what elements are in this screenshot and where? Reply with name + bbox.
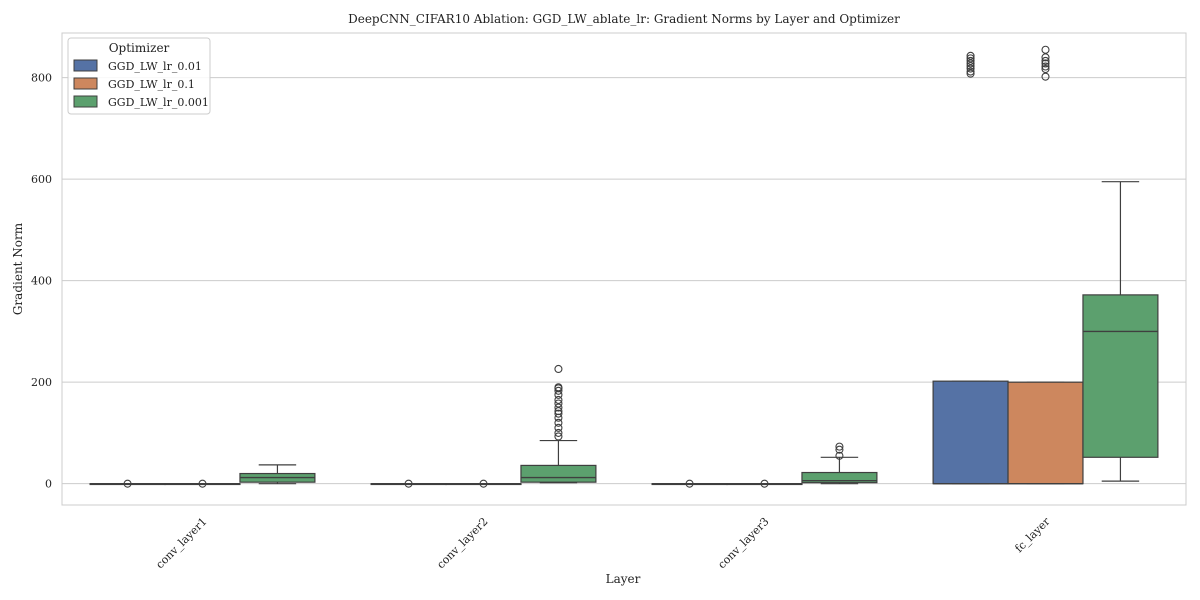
outlier-point xyxy=(123,479,132,488)
outlier-point xyxy=(685,479,694,488)
box-GGD_LW_lr_0.001-conv_layer1 xyxy=(239,464,316,485)
box xyxy=(1082,294,1159,458)
y-tick-label: 600 xyxy=(31,173,52,186)
box-plots xyxy=(89,45,1159,488)
box-GGD_LW_lr_0.001-fc_layer xyxy=(1082,181,1159,482)
outlier-point xyxy=(404,479,413,488)
outlier-point xyxy=(1041,53,1050,62)
legend-swatch xyxy=(73,59,98,72)
y-tick-label: 200 xyxy=(31,376,52,389)
legend: Optimizer GGD_LW_lr_0.01 GGD_LW_lr_0.1 GGD… xyxy=(67,37,211,115)
outlier-point xyxy=(1041,59,1050,68)
outlier-point xyxy=(835,451,844,460)
x-tick-label: fc_layer xyxy=(1012,514,1053,555)
outlier-point xyxy=(554,386,563,395)
box-GGD_LW_lr_0.01-conv_layer2 xyxy=(370,479,447,488)
box-GGD_LW_lr_0.1-conv_layer3 xyxy=(726,479,803,488)
outlier-point xyxy=(835,442,844,451)
outlier-point xyxy=(1041,62,1050,71)
box-GGD_LW_lr_0.001-conv_layer3 xyxy=(801,442,878,485)
outlier-point xyxy=(554,395,563,404)
outlier-point xyxy=(966,61,975,71)
outlier-point xyxy=(554,407,563,416)
outlier-point xyxy=(554,413,563,422)
chart-title: DeepCNN_CIFAR10 Ablation: GGD_LW_ablate_… xyxy=(348,12,900,26)
outlier-point xyxy=(966,59,975,68)
outlier-point xyxy=(554,383,563,392)
plot-area xyxy=(61,32,1187,506)
outlier-point xyxy=(198,479,207,488)
x-tick-label: conv_layer3 xyxy=(715,515,771,571)
outlier-point xyxy=(554,403,563,412)
legend-label: GGD_LW_lr_0.001 xyxy=(108,96,209,109)
outlier-point xyxy=(554,432,563,441)
x-tick-label: conv_layer1 xyxy=(153,515,209,571)
outlier-point xyxy=(479,479,488,488)
y-tick-labels: 0 200 400 600 800 xyxy=(31,72,52,491)
x-tick-labels: conv_layer1 conv_layer2 conv_layer3 fc_laye… xyxy=(153,514,1053,571)
y-tick-label: 400 xyxy=(31,275,52,288)
outlier-point xyxy=(1041,56,1050,65)
legend-label: GGD_LW_lr_0.01 xyxy=(108,60,202,73)
x-axis-label: Layer xyxy=(606,572,641,586)
outlier-point xyxy=(554,409,563,418)
box-GGD_LW_lr_0.1-fc_layer xyxy=(1007,45,1084,485)
outlier-point xyxy=(835,445,844,454)
outlier-point xyxy=(966,56,975,65)
outlier-point xyxy=(966,67,975,76)
legend-title: Optimizer xyxy=(109,41,170,55)
y-tick-label: 0 xyxy=(45,478,52,491)
box xyxy=(520,464,597,483)
outlier-point xyxy=(1041,72,1050,81)
box-GGD_LW_lr_0.1-conv_layer2 xyxy=(445,479,522,488)
outlier-point xyxy=(554,428,563,437)
outlier-point xyxy=(554,418,563,427)
y-axis-label: Gradient Norm xyxy=(11,222,25,315)
outlier-point xyxy=(760,479,769,488)
outlier-point xyxy=(554,423,563,432)
box-GGD_LW_lr_0.1-conv_layer1 xyxy=(164,479,241,488)
box-GGD_LW_lr_0.01-conv_layer3 xyxy=(651,479,728,488)
outlier-point xyxy=(554,364,563,374)
outlier-point xyxy=(966,51,975,60)
legend-swatch xyxy=(73,77,98,90)
y-tick-label: 800 xyxy=(31,72,52,85)
box xyxy=(932,380,1009,485)
legend-frame xyxy=(67,37,211,115)
outlier-point xyxy=(554,399,563,408)
legend-swatch xyxy=(73,95,98,108)
box-GGD_LW_lr_0.01-fc_layer xyxy=(932,51,1009,485)
box-GGD_LW_lr_0.001-conv_layer2 xyxy=(520,364,597,484)
x-tick-label: conv_layer2 xyxy=(434,515,490,571)
outlier-point xyxy=(554,390,563,399)
legend-label: GGD_LW_lr_0.1 xyxy=(108,78,195,91)
outlier-point xyxy=(1041,45,1050,54)
box-GGD_LW_lr_0.01-conv_layer1 xyxy=(89,479,166,488)
outlier-point xyxy=(966,64,975,73)
outlier-point xyxy=(1041,64,1050,74)
box xyxy=(1007,381,1084,485)
outlier-point xyxy=(966,54,975,63)
box xyxy=(801,471,878,484)
